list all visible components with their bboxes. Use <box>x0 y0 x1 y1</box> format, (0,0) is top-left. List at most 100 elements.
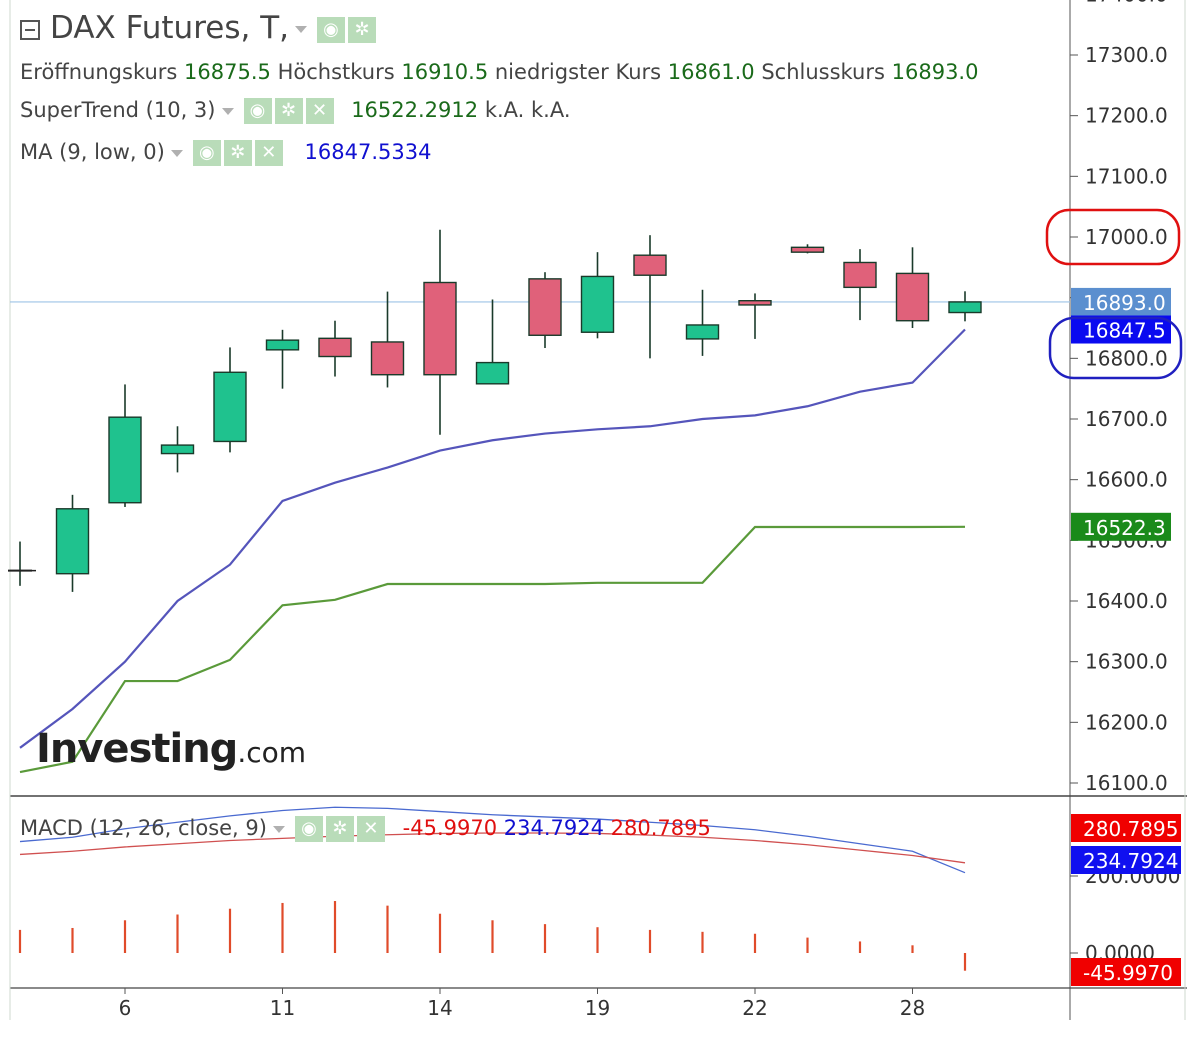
candle-body <box>580 275 615 333</box>
open-label: Eröffnungskurs <box>20 60 178 84</box>
candle-body <box>895 272 930 322</box>
macd-price-tag-label: 280.7895 <box>1083 817 1178 841</box>
collapse-icon[interactable] <box>20 19 40 40</box>
macd-price-tag-bg <box>1071 846 1181 874</box>
macd-signal-value: 280.7895 <box>610 816 711 840</box>
ohlc-row: Eröffnungskurs 16875.5 Höchstkurs 16910.… <box>20 60 978 84</box>
candle-body <box>738 300 772 306</box>
ma-label: MA (9, low, 0) <box>20 140 165 164</box>
price-tag-label: 16893.0 <box>1083 291 1166 315</box>
candle <box>213 347 247 453</box>
candle <box>475 299 510 385</box>
high-value: 16910.5 <box>401 60 489 84</box>
macd-price-tag-bg <box>1071 958 1181 986</box>
chevron-down-icon[interactable] <box>170 149 183 157</box>
candle-body <box>685 324 720 340</box>
macd-price-tag: 280.7895 <box>1071 814 1181 842</box>
logo-brand: Investing <box>36 726 238 772</box>
gear-icon[interactable]: ✲ <box>325 816 354 842</box>
price-tick-label: 16700.0 <box>1085 407 1168 431</box>
price-tag-label: 16847.5 <box>1083 319 1166 343</box>
candle <box>580 252 615 339</box>
macd-row: MACD (12, 26, close, 9) ◉ ✲ ✕ -45.9970 234.… <box>20 816 711 842</box>
close-value: 16893.0 <box>891 60 979 84</box>
candle-body <box>528 278 562 336</box>
supertrend-extra-1: k.A. <box>484 98 525 122</box>
candle <box>528 272 562 349</box>
investing-logo: Investing.com <box>36 726 306 772</box>
candle-body <box>213 371 247 443</box>
logo-suffix: .com <box>237 736 307 769</box>
high-label: Höchstkurs <box>277 60 395 84</box>
ma-line <box>19 328 966 749</box>
price-tag-bg <box>1071 287 1171 316</box>
close-icon[interactable]: ✕ <box>254 140 283 166</box>
ma-row: MA (9, low, 0) ◉ ✲ ✕ 16847.5334 <box>20 140 431 166</box>
close-label: Schlusskurs <box>761 60 885 84</box>
candle <box>790 244 825 254</box>
gear-icon[interactable]: ✲ <box>348 16 376 43</box>
close-icon[interactable]: ✕ <box>356 816 385 842</box>
candle <box>318 320 352 377</box>
candle-body <box>370 341 405 376</box>
price-tag: 16847.5 <box>1071 315 1171 344</box>
macd-line <box>19 806 966 874</box>
supertrend-line <box>19 525 966 774</box>
supertrend-label: SuperTrend (10, 3) <box>20 98 216 122</box>
candle-body <box>160 444 195 455</box>
price-tag-label: 16522.3 <box>1083 516 1166 540</box>
candle-body <box>843 261 877 289</box>
candle-body <box>55 508 90 575</box>
chevron-down-icon[interactable] <box>295 26 307 33</box>
low-label: niedrigster Kurs <box>494 60 662 84</box>
time-tick-label: 6 <box>119 996 132 1020</box>
blue-highlight-circle <box>1048 316 1183 380</box>
price-tag: 16522.3 <box>1071 512 1171 541</box>
supertrend-value: 16522.2912 <box>351 98 479 122</box>
macd-hist-value: -45.9970 <box>402 816 498 840</box>
macd-price-tag-label: 234.7924 <box>1083 849 1178 873</box>
price-tick-label: 16800.0 <box>1085 346 1168 370</box>
gear-icon[interactable]: ✲ <box>274 98 303 124</box>
price-tick-label: 16300.0 <box>1085 650 1168 674</box>
eye-icon[interactable]: ◉ <box>317 16 345 43</box>
price-tick-label: 16200.0 <box>1085 710 1168 734</box>
candle <box>685 289 720 356</box>
candle <box>948 291 982 322</box>
candle <box>738 293 772 339</box>
candle <box>895 247 930 328</box>
chevron-down-icon[interactable] <box>272 825 285 833</box>
macd-price-tag: 234.7924 <box>1071 846 1181 874</box>
candle-body <box>475 361 510 385</box>
candle-body <box>790 246 825 253</box>
gear-icon[interactable]: ✲ <box>223 140 252 166</box>
candle <box>160 426 195 473</box>
price-tick-label: 16100.0 <box>1085 771 1168 795</box>
time-tick-label: 11 <box>270 996 295 1020</box>
candle <box>108 384 142 507</box>
time-tick-label: 14 <box>427 996 452 1020</box>
time-tick-label: 28 <box>900 996 925 1020</box>
eye-icon[interactable]: ◉ <box>294 816 323 842</box>
chevron-down-icon[interactable] <box>221 107 234 115</box>
price-tick-label: 16400.0 <box>1085 589 1168 613</box>
candle <box>843 249 877 321</box>
eye-icon[interactable]: ◉ <box>192 140 221 166</box>
eye-icon[interactable]: ◉ <box>243 98 272 124</box>
price-tag-bg <box>1071 315 1171 344</box>
time-tick-label: 22 <box>742 996 767 1020</box>
price-tag-bg <box>1071 512 1171 541</box>
title-row: DAX Futures, T, ◉ ✲ <box>20 10 379 46</box>
price-tag: 16893.0 <box>1071 287 1171 316</box>
price-tick-label: 17000.0 <box>1085 225 1168 249</box>
price-tick-label: 16600.0 <box>1085 468 1168 492</box>
candle <box>633 235 667 359</box>
candle <box>370 291 405 388</box>
open-value: 16875.5 <box>184 60 271 84</box>
price-tick-label: 17200.0 <box>1085 104 1168 128</box>
close-icon[interactable]: ✕ <box>305 98 334 124</box>
candle-body <box>948 301 982 314</box>
candle-body <box>633 254 667 276</box>
